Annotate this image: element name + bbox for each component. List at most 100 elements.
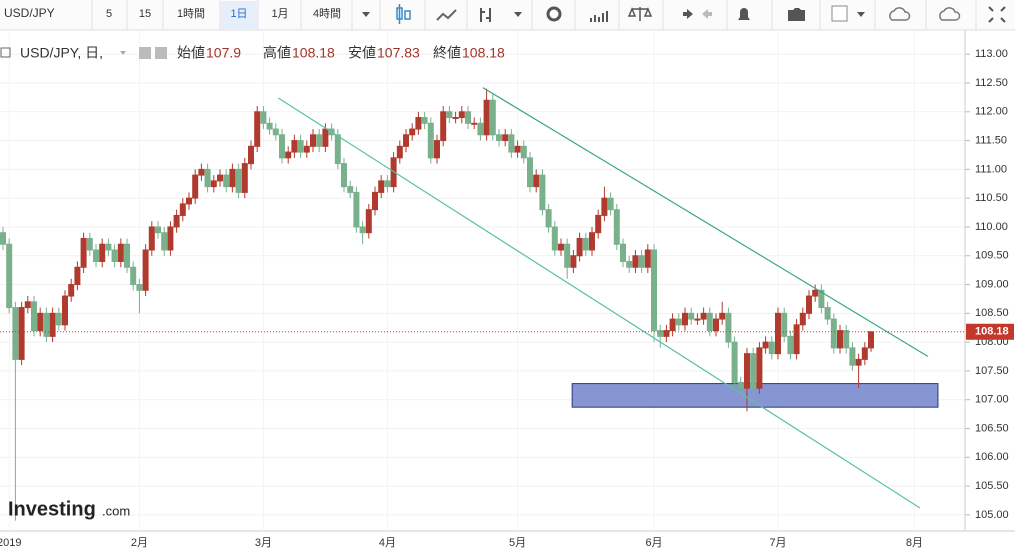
candle-body [155,226,161,234]
visibility-icon[interactable] [139,47,151,59]
dropdown-icon[interactable] [857,12,865,17]
candle-body [68,284,75,297]
y-tick-label: 113.00 [975,48,1008,60]
high-label: 高値 [263,45,291,61]
candle-body [514,145,521,153]
candle-body [49,312,56,337]
interval-button[interactable]: 15 [139,8,151,20]
candle-body [651,249,657,332]
bar-type-icon[interactable] [480,8,491,22]
candle-body [545,209,552,228]
active-interval [221,1,258,29]
candle-body [260,111,267,124]
candle-body [378,180,385,193]
candle-body [192,174,199,199]
candle-body [713,318,719,332]
candle-body [719,312,726,320]
candle-body [663,330,670,337]
candle-body [279,134,285,159]
candle-body [471,122,478,125]
x-tick-label: 3月 [255,537,272,549]
candle-body [849,347,856,366]
candle-body [43,312,50,337]
candle-body [657,330,664,337]
interval-button[interactable]: 1月 [271,8,288,20]
interval-button[interactable]: 4時間 [313,7,341,20]
candle-body [248,145,254,165]
save-icon[interactable] [939,7,961,21]
x-tick-label: 5月 [509,537,526,549]
candle-body [254,111,261,147]
y-tick-label: 112.50 [975,77,1008,89]
settings-icon[interactable] [155,47,167,59]
candle-body [334,134,341,165]
indicators-icon[interactable] [590,11,608,22]
dropdown-icon[interactable] [362,12,370,17]
price-label-bg [966,323,1014,340]
candle-body [694,318,701,321]
y-tick-label: 109.00 [975,278,1009,290]
candle-body [204,168,211,188]
candle-body [421,117,428,124]
candle-body [217,174,223,182]
camera-icon[interactable] [788,8,805,21]
x-tick-label: 8月 [906,537,923,549]
candle-body [601,197,608,216]
fullscreen-icon[interactable] [988,6,1006,23]
interval-button[interactable]: 1日 [230,8,247,20]
candle-body [396,145,403,159]
symbol-input[interactable]: USD/JPY [4,6,55,20]
color-picker[interactable] [831,5,848,22]
load-icon[interactable] [889,7,911,21]
legend-header: USD/JPY, 日, 始値 107.9 高値 108.18 安値 107.83… [0,45,505,61]
candle-body [124,243,130,268]
candle-body [688,312,695,320]
alert-icon[interactable] [738,8,750,20]
compare-icon[interactable] [627,7,653,21]
dropdown-icon[interactable] [120,51,126,55]
candle-body [12,307,19,360]
area-icon[interactable] [436,9,457,21]
collapse-icon[interactable] [0,47,11,58]
candle-body [675,318,682,326]
candle-body [750,353,757,389]
settings-icon[interactable] [546,6,562,22]
candle-body [775,312,781,355]
candle-body [6,243,13,309]
candle-body [415,117,422,130]
candle-body [359,226,366,234]
candle-body [347,186,354,193]
x-tick-label: 2月 [131,537,148,549]
candle-body [62,295,68,326]
candle-body [37,312,44,332]
y-tick-label: 107.00 [975,394,1009,406]
candle-body [341,163,347,188]
interval-button[interactable]: 5 [106,8,112,20]
low-label: 安値 [348,45,376,61]
candle-body [861,347,868,360]
candle-body [837,330,843,349]
candle-body [440,111,447,142]
candle-body [582,237,589,251]
high-value: 108.18 [292,45,335,61]
candle-body [793,324,800,355]
candle-body [589,232,595,251]
redo-icon[interactable] [702,9,712,19]
candle-body [310,134,316,147]
y-tick-label: 109.50 [975,250,1009,262]
interval-button[interactable]: 1時間 [177,7,205,20]
candle-body [105,243,112,251]
y-tick-label: 110.00 [975,221,1008,233]
candle-body [186,197,192,205]
candle-type-icon[interactable] [396,4,411,24]
dropdown-icon[interactable] [514,12,522,17]
candle-body [297,140,304,153]
close-label: 終値 [433,45,461,61]
price-label: 108.18 [975,326,1009,338]
candle-body [539,174,546,211]
y-tick-label: 112.00 [975,106,1008,118]
undo-icon[interactable] [683,9,693,19]
close-value: 108.18 [462,45,505,61]
